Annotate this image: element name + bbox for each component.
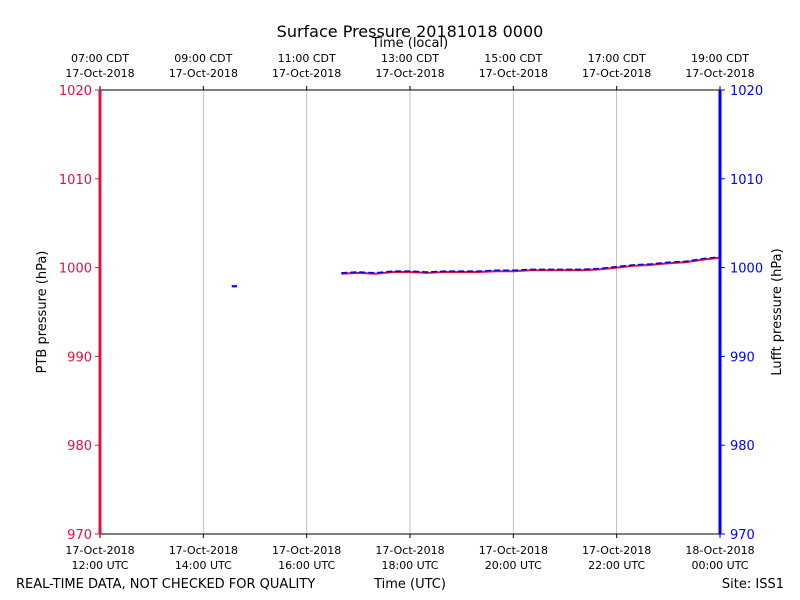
top-tick-label-time: 11:00 CDT: [278, 52, 336, 65]
top-tick-label-date: 17-Oct-2018: [169, 67, 238, 80]
right-y-tick-label: 970: [730, 528, 755, 543]
x-tick-label-time: 16:00 UTC: [278, 559, 335, 572]
x-axis-ticks: 17-Oct-2018 12:00 UTC 17-Oct-2018 14:00 UTC…: [65, 52, 754, 572]
left-y-tick-label: 1000: [59, 262, 92, 277]
x-tick-label-date: 17-Oct-2018: [375, 544, 444, 557]
x-tick-label-time: 14:00 UTC: [175, 559, 232, 572]
y-axis-ticks: 970 970 980 980 990 990 1000 1000 1010 1010 1020 10…: [59, 84, 763, 543]
chart-title: Surface Pressure 20181018 0000: [277, 22, 544, 41]
x-tick-label-date: 18-Oct-2018: [685, 544, 754, 557]
left-axis-label: PTB pressure (hPa): [35, 251, 50, 374]
top-tick-label-date: 17-Oct-2018: [272, 67, 341, 80]
top-tick-label-date: 17-Oct-2018: [375, 67, 444, 80]
top-tick-label-time: 13:00 CDT: [381, 52, 439, 65]
grid-lines: [202, 90, 618, 534]
top-tick-label-time: 09:00 CDT: [174, 52, 232, 65]
top-tick-label-time: 17:00 CDT: [588, 52, 646, 65]
left-y-tick-label: 1010: [59, 173, 92, 188]
x-tick-label-date: 17-Oct-2018: [582, 544, 651, 557]
x-tick-label-time: 12:00 UTC: [71, 559, 128, 572]
top-tick-label-time: 15:00 CDT: [484, 52, 542, 65]
quality-disclaimer: REAL-TIME DATA, NOT CHECKED FOR QUALITY: [16, 577, 315, 592]
lufft-pressure-line: [341, 256, 721, 274]
right-y-tick-label: 1020: [730, 84, 763, 99]
x-tick-label-time: 22:00 UTC: [588, 559, 645, 572]
left-y-tick-label: 970: [67, 528, 92, 543]
top-tick-label-time: 07:00 CDT: [71, 52, 129, 65]
right-y-tick-label: 1010: [730, 173, 763, 188]
top-tick-label-time: 19:00 CDT: [691, 52, 749, 65]
right-y-tick-label: 1000: [730, 262, 763, 277]
left-y-tick-label: 990: [67, 350, 92, 365]
top-tick-label-date: 17-Oct-2018: [65, 67, 134, 80]
x-tick-label-date: 17-Oct-2018: [479, 544, 548, 557]
left-y-tick-label: 1020: [59, 84, 92, 99]
x-tick-label-date: 17-Oct-2018: [65, 544, 134, 557]
x-tick-label-time: 18:00 UTC: [381, 559, 438, 572]
x-tick-label-time: 20:00 UTC: [485, 559, 542, 572]
right-y-tick-label: 980: [730, 439, 755, 454]
top-axis-label: Time (local): [371, 36, 448, 51]
left-y-tick-label: 980: [67, 439, 92, 454]
right-y-tick-label: 990: [730, 350, 755, 365]
bottom-axis-label: Time (UTC): [373, 577, 446, 592]
x-tick-label-date: 17-Oct-2018: [272, 544, 341, 557]
site-label: Site: ISS1: [722, 577, 784, 592]
x-tick-label-date: 17-Oct-2018: [169, 544, 238, 557]
data-series: [231, 256, 721, 288]
right-axis-label: Lufft pressure (hPa): [770, 248, 785, 375]
top-tick-label-date: 17-Oct-2018: [582, 67, 651, 80]
x-tick-label-time: 00:00 UTC: [691, 559, 748, 572]
top-tick-label-date: 17-Oct-2018: [685, 67, 754, 80]
top-tick-label-date: 17-Oct-2018: [479, 67, 548, 80]
